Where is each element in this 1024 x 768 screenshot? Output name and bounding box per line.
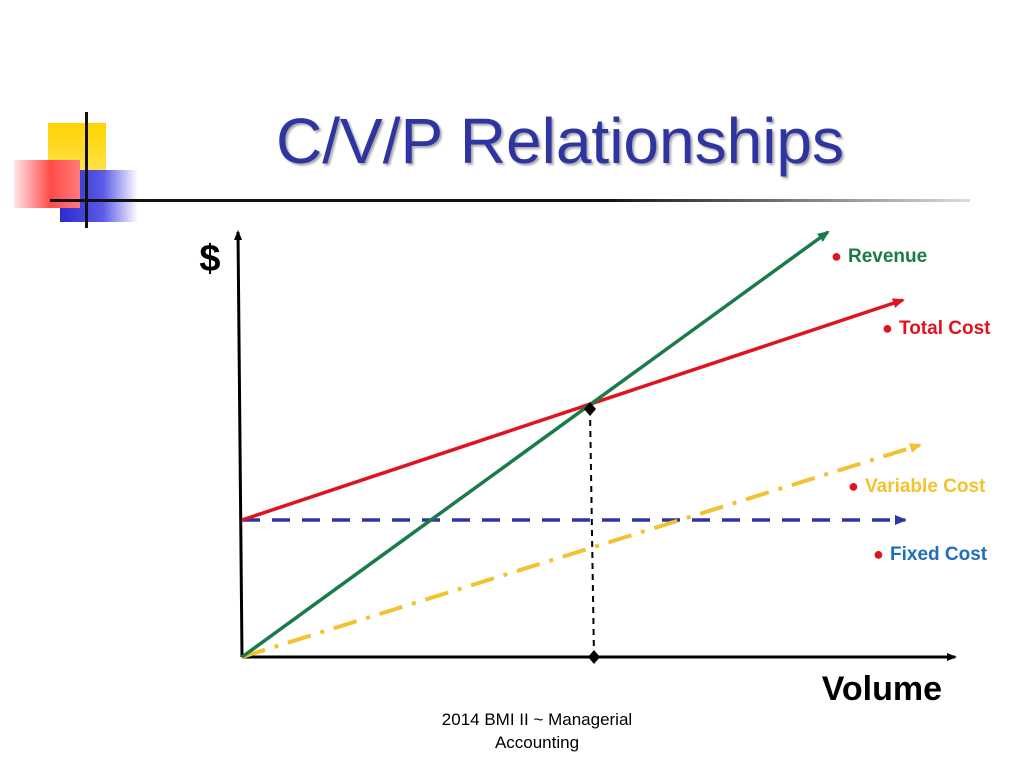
variable-cost-bullet: ● (848, 476, 859, 496)
revenue-line (240, 230, 830, 659)
y-axis (234, 230, 244, 658)
footer-line-2: Accounting (494, 733, 580, 752)
break-even-dropline (589, 408, 595, 658)
revenue-bullet: ● (831, 246, 842, 266)
fixed-cost-bullet: ● (873, 544, 884, 564)
variable-cost-label: Variable Cost (865, 476, 986, 497)
break-even-point-marker (584, 402, 596, 416)
fixed-cost-label: Fixed Cost (890, 544, 988, 565)
total-cost-bullet: ● (882, 318, 893, 338)
y-axis-label: $ (199, 238, 220, 280)
revenue-label: Revenue (848, 246, 927, 267)
decorative-logo (0, 0, 160, 240)
slide-title: C/V/P Relationships (276, 105, 844, 177)
slide-footer: 2014 BMI II ~ Managerial Accounting (400, 708, 674, 754)
total-cost-label: Total Cost (899, 318, 991, 339)
logo-vertical-line (85, 112, 88, 228)
footer-line-1: 2014 BMI II ~ Managerial (441, 710, 633, 729)
total-cost-line (241, 298, 905, 522)
variable-cost-line (241, 443, 922, 659)
break-even-volume-marker (588, 650, 600, 664)
x-axis-label: Volume (822, 670, 942, 708)
title-underline (50, 199, 970, 202)
